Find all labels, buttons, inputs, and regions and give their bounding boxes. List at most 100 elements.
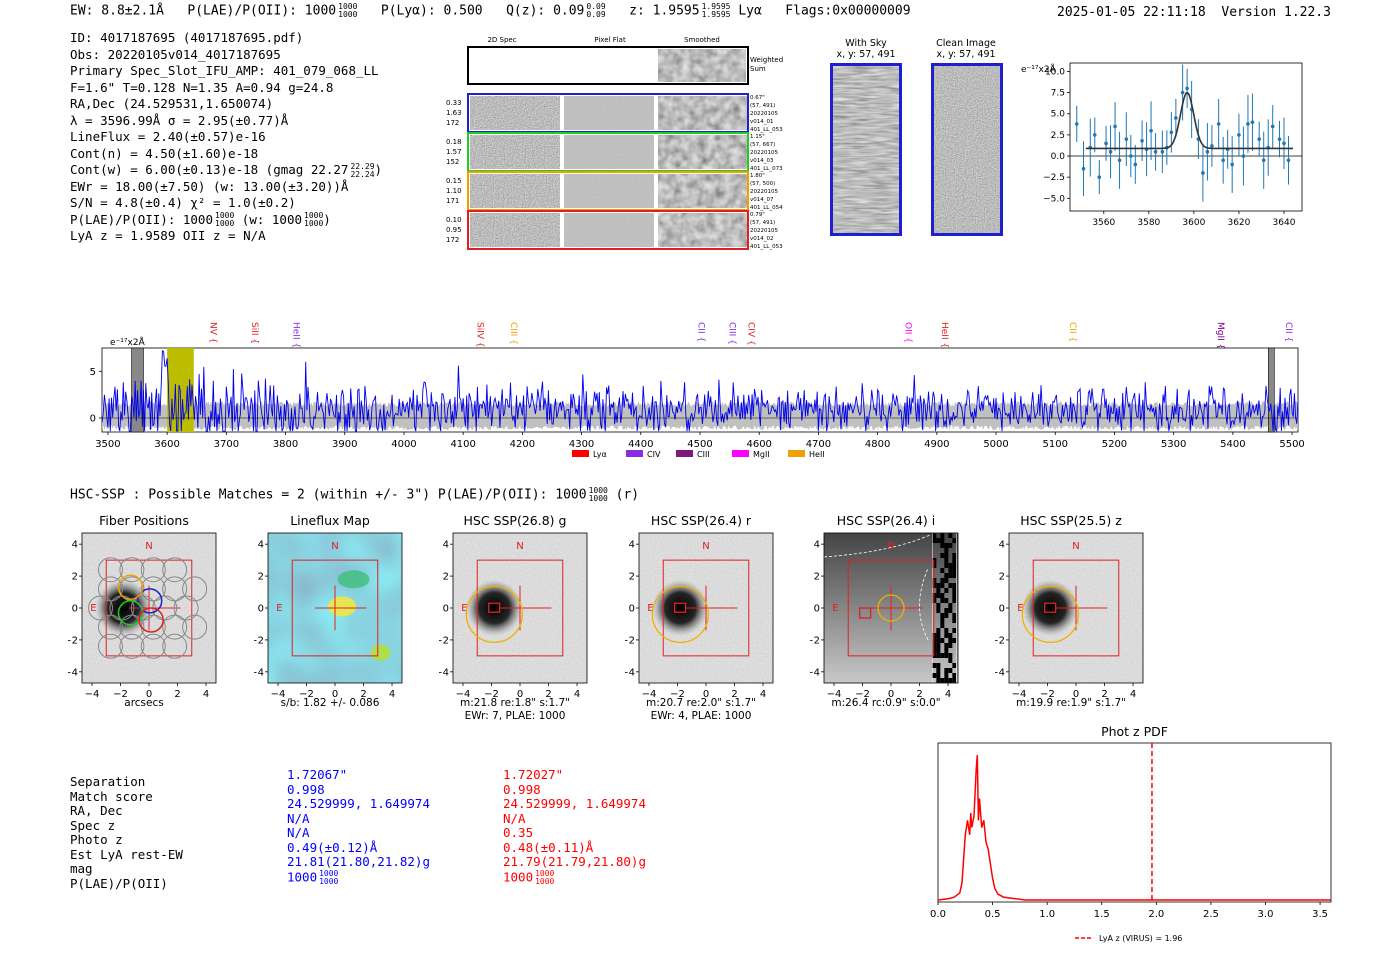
cutout-pixel-flat bbox=[564, 174, 654, 208]
hsc-ytick-label: −2 bbox=[995, 635, 1005, 646]
lineflux-region bbox=[370, 644, 391, 661]
hsc-panel-caption: m:19.9 re:1.9" s:1.7" bbox=[1016, 697, 1126, 709]
hsc-ytick-label: −4 bbox=[995, 667, 1005, 678]
photz-pdf-curve bbox=[937, 754, 1331, 901]
hsc-east-label: E bbox=[90, 603, 96, 614]
zoom-ytick-label: 5.0 bbox=[1051, 110, 1066, 120]
hsc-catalog-box bbox=[673, 602, 687, 613]
spectrum-line-label: MgII { bbox=[1215, 322, 1225, 349]
hsc-aperture bbox=[465, 585, 523, 644]
info-block: ID: 4017187695 (4017187695.pdf) Obs: 202… bbox=[70, 30, 382, 245]
spectrum-line-label: CIII { bbox=[508, 322, 518, 345]
zoom-data-point bbox=[1237, 133, 1241, 137]
spectrum-xtick-label: 3700 bbox=[214, 439, 239, 450]
zoom-data-point bbox=[1277, 137, 1282, 141]
hsc-aperture bbox=[877, 594, 905, 622]
photz-xtick-label: 2.5 bbox=[1203, 909, 1219, 920]
spectrum-line-label: CII { bbox=[1067, 322, 1077, 342]
hsc-xtick-label: 4 bbox=[760, 689, 766, 700]
photz-xtick-label: 0.5 bbox=[985, 909, 1001, 920]
cutout-right-value: 401_LL_053 bbox=[750, 244, 783, 250]
zoom-plot-frame bbox=[1069, 62, 1303, 212]
cutout-right-value: 20220105 bbox=[750, 228, 778, 234]
zoom-data-point bbox=[1104, 141, 1108, 146]
header-plae: P(LAE)/P(OII): 1000 bbox=[187, 3, 337, 19]
hsc-east-label: E bbox=[276, 603, 282, 614]
spectrum-line-label: CIII { bbox=[727, 322, 737, 345]
info-lya: LyA z = 1.9589 OII z = N/A bbox=[70, 228, 266, 243]
hsc-panel-caption: s/b: 1.82 +/- 0.086 bbox=[280, 697, 380, 709]
zoom-ytick-label: −2.5 bbox=[1043, 173, 1065, 183]
zoom-data-point bbox=[1108, 150, 1113, 154]
cutout-right-value: v014_02 bbox=[750, 236, 774, 242]
hsc-ytick-label: −4 bbox=[68, 667, 78, 678]
spectrum-legend-label: CIV bbox=[647, 450, 661, 459]
cutout-left-value: 0.10 bbox=[446, 216, 462, 224]
hsc-xtick-label: 0 bbox=[517, 689, 523, 700]
spectrum-line-label: SiIV { bbox=[474, 322, 484, 348]
hsc-catalog-box bbox=[1043, 602, 1057, 613]
match-value: 21.81(21.80,21.82)g bbox=[287, 854, 430, 869]
hsc-xtick-label: −4 bbox=[1012, 689, 1027, 700]
full-spectrum-plot: NV {SiII {HeII {SiIV {CIII {CII {CIII {C… bbox=[90, 322, 1305, 459]
spectrum-xtick-label: 4000 bbox=[391, 439, 416, 450]
fiber-circle-highlight bbox=[136, 588, 163, 614]
hsc-panel-caption: m:20.7 re:2.0" s:1.7" bbox=[646, 697, 756, 709]
spectrum-legend-swatch bbox=[572, 450, 589, 457]
hsc-ytick-label: −4 bbox=[625, 667, 635, 678]
zoom-data-point bbox=[1133, 162, 1138, 167]
header-bar: EW: 8.8±2.1Å P(LAE)/P(OII): 1000 1000 1000… bbox=[70, 3, 911, 19]
cutout-left-value: 1.10 bbox=[446, 187, 462, 195]
cutout-left-value: 1.63 bbox=[446, 109, 462, 117]
zoom-ytick-label: 0.0 bbox=[1051, 152, 1066, 162]
cutout-right-value: v014_01 bbox=[750, 119, 774, 125]
hsc-source-blob bbox=[1022, 580, 1079, 636]
photz-frame bbox=[937, 742, 1332, 903]
cutout-right-value: 1.80" bbox=[750, 173, 765, 179]
zoom-data-point bbox=[1230, 162, 1234, 167]
hsc-ytick-label: −2 bbox=[810, 635, 820, 646]
fiber-circle bbox=[98, 614, 124, 640]
match-value: 0.48(±0.11)Å bbox=[503, 839, 594, 855]
zoom-ytick-label: 2.5 bbox=[1051, 131, 1065, 141]
spectrum-legend-swatch bbox=[676, 450, 693, 457]
hsc-ytick-label: −2 bbox=[439, 635, 449, 646]
zoom-data-point bbox=[1153, 150, 1158, 154]
fiber-circle bbox=[162, 557, 188, 583]
zoom-data-point bbox=[1257, 137, 1262, 141]
spectrum-xtick-label: 5500 bbox=[1279, 439, 1304, 450]
cutout-2d-spec bbox=[470, 213, 560, 247]
spectrum-legend-swatch bbox=[626, 450, 643, 457]
hsc-ytick-label: −4 bbox=[810, 667, 820, 678]
match-row-label: Match score bbox=[70, 788, 153, 804]
cutout-right-value: (57, 500) bbox=[750, 181, 775, 187]
cutout-right-value: (57, 667) bbox=[750, 142, 775, 148]
info-contw: Cont(w) = 6.00(±0.13)e-18 (gmag 22.27 22.… bbox=[70, 161, 383, 179]
hsc-ytick-label: −2 bbox=[625, 635, 635, 646]
hsc-dashed-arc bbox=[919, 567, 929, 641]
info-radec: RA,Dec (24.529531,1.650074) bbox=[70, 96, 274, 111]
match-row-label: Est LyA rest-EW bbox=[70, 846, 183, 862]
spectrum-line-label: HeII { bbox=[939, 322, 949, 348]
hsc-xtick-label: 4 bbox=[574, 689, 580, 700]
header-qz-frac: 0.09 0.09 bbox=[586, 2, 606, 19]
cutout-right-value: (57, 491) bbox=[750, 103, 775, 109]
col-flat-label: Pixel Flat bbox=[594, 36, 626, 44]
hsc-north-label: N bbox=[516, 541, 523, 552]
hsc-source-blob bbox=[466, 580, 523, 636]
cutout-left-value: 1.57 bbox=[446, 148, 462, 156]
hsc-panel: N E 4 2 0 −2 −4 −4 −2 0 2 4 bbox=[995, 532, 1144, 700]
hsc-source-blob bbox=[652, 580, 709, 636]
fiber-circle-highlight bbox=[117, 574, 144, 601]
with-sky-image bbox=[830, 63, 902, 236]
zoom-ylabel: e⁻¹⁷x2Å bbox=[1021, 63, 1057, 75]
header-datetime: 2025-01-05 22:11:18 bbox=[1057, 5, 1206, 20]
cutout-right-value: 20220105 bbox=[750, 189, 778, 195]
spectrum-xtick-label: 4600 bbox=[746, 439, 771, 450]
zoom-data-point bbox=[1124, 137, 1129, 141]
spectrum-xtick-label: 4400 bbox=[628, 439, 653, 450]
hsc-ytick-label: 2 bbox=[814, 572, 820, 583]
hsc-east-label: E bbox=[647, 603, 653, 614]
zoom-data-point bbox=[1174, 116, 1178, 120]
spectrum-xtick-label: 3500 bbox=[95, 439, 120, 450]
